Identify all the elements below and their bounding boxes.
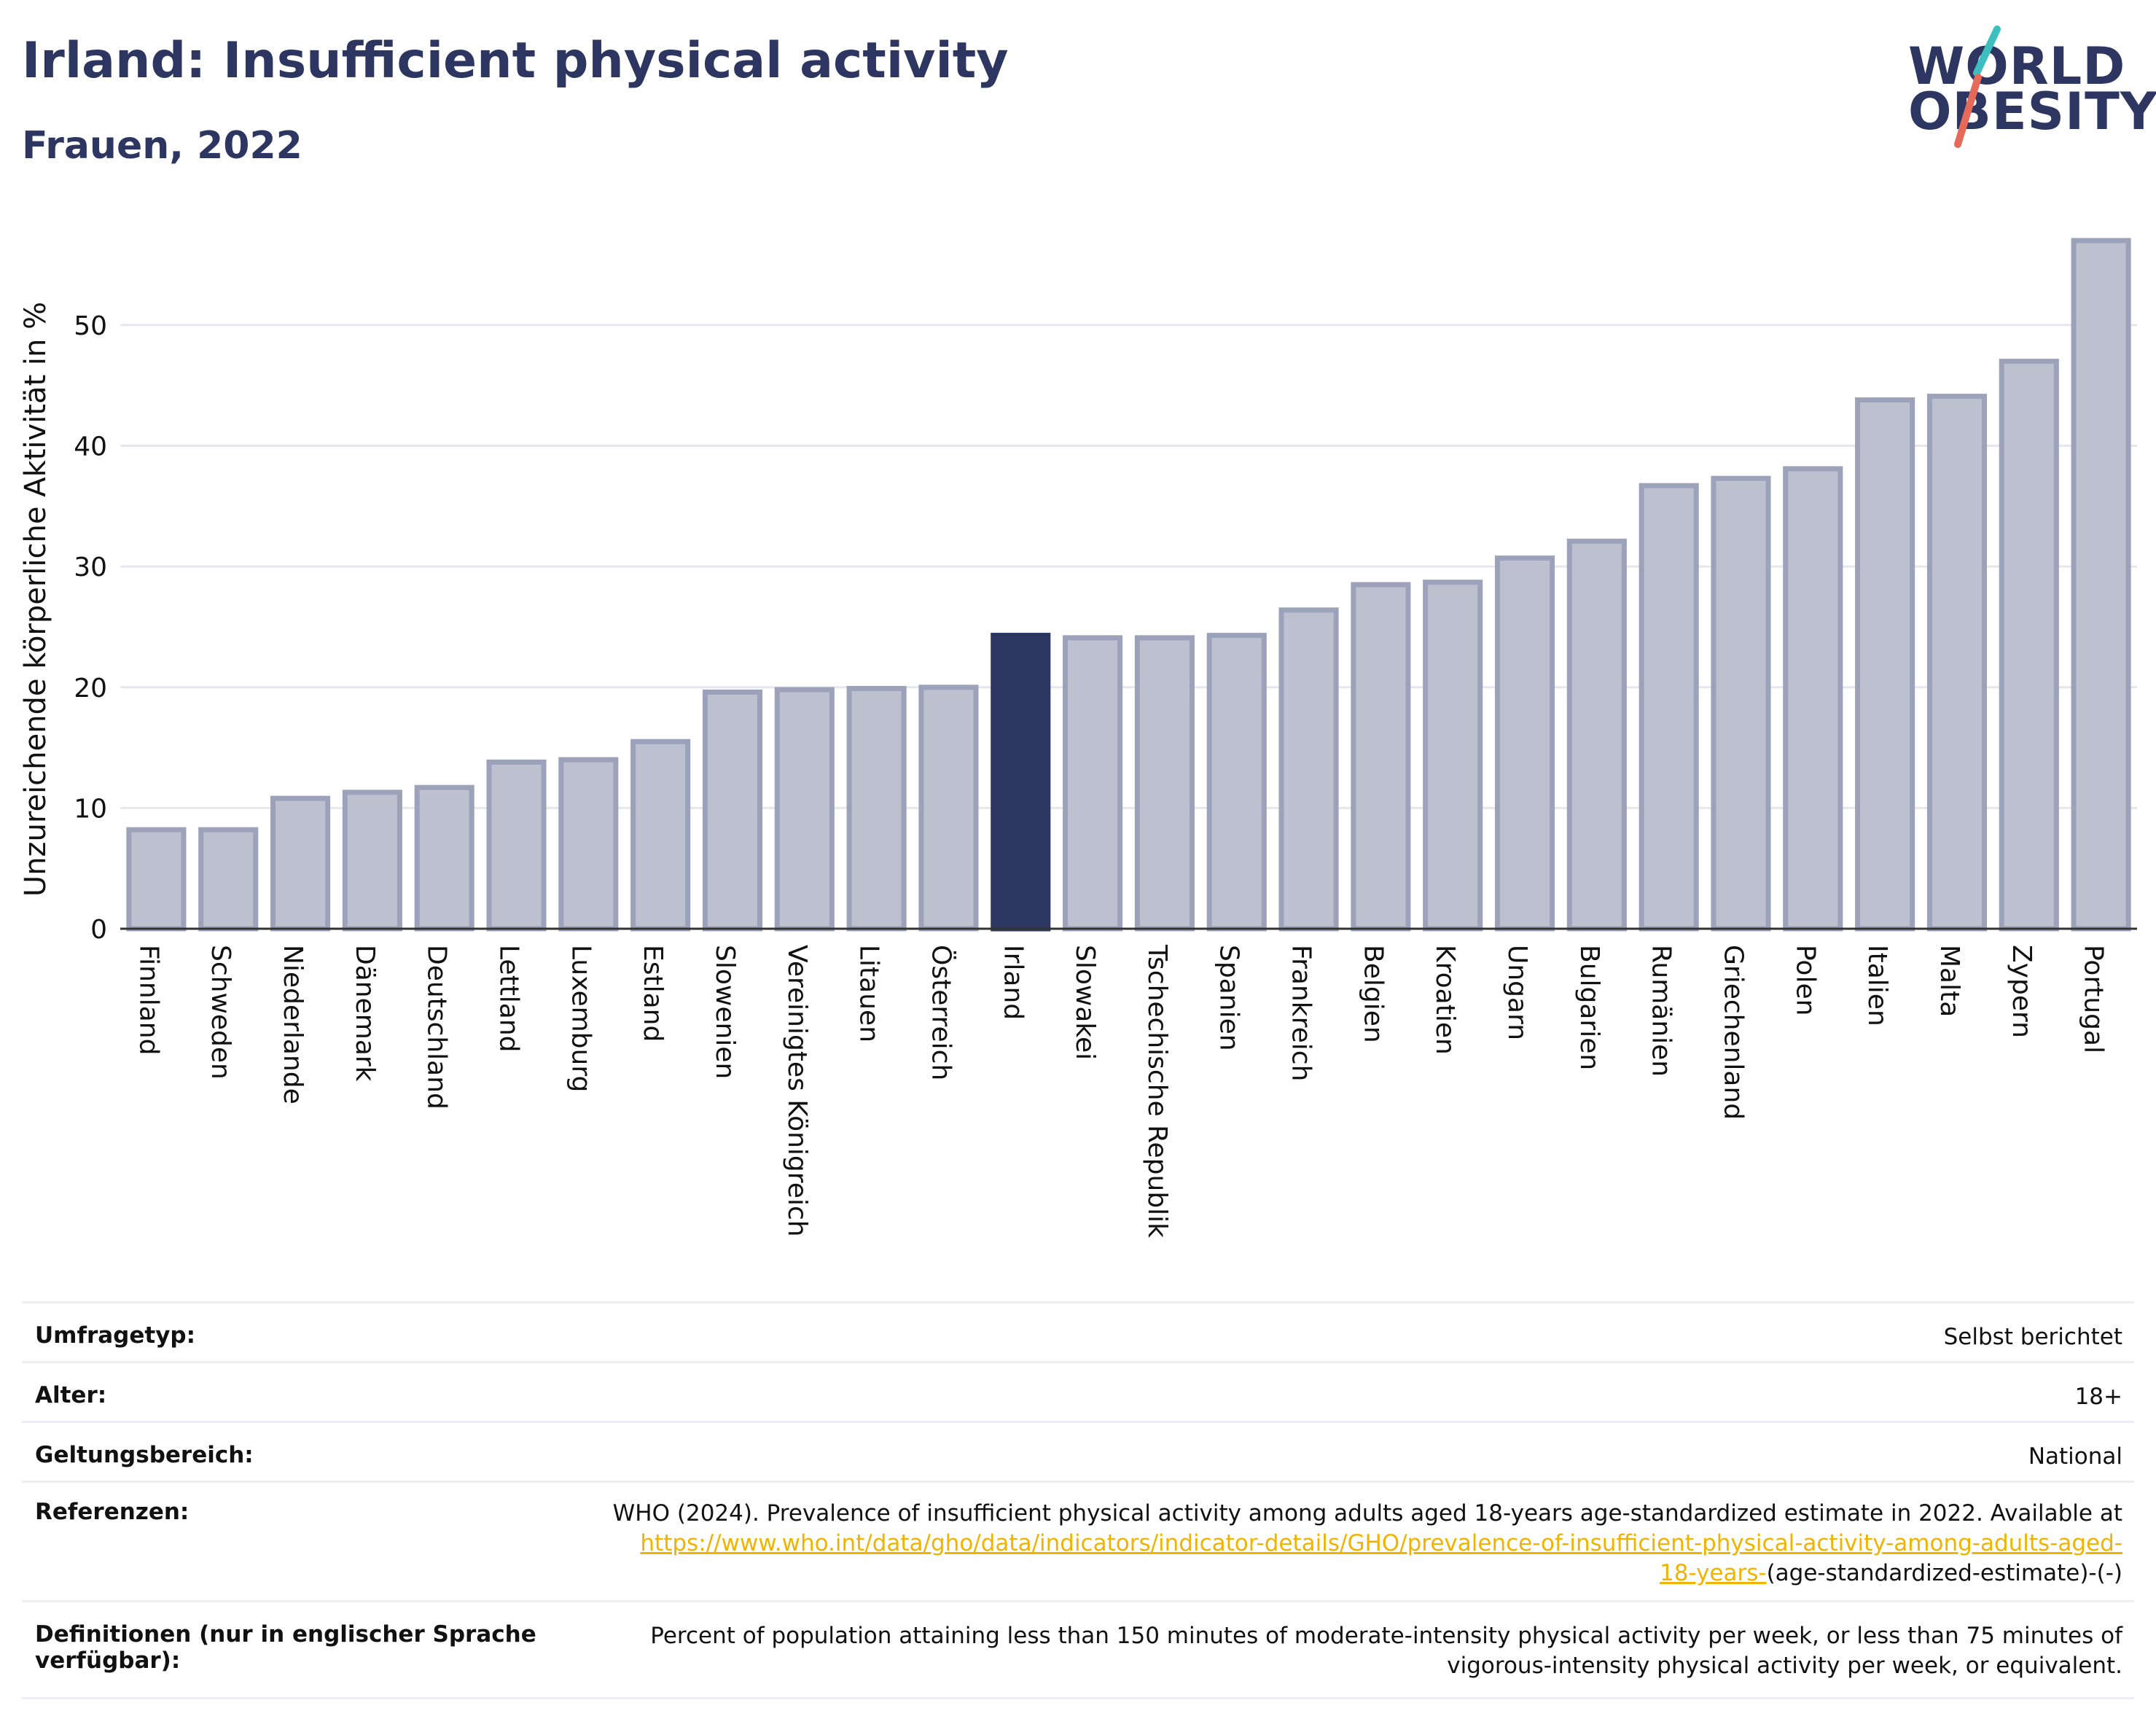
info-value: WHO (2024). Prevalence of insufficient p… — [604, 1482, 2134, 1602]
x-tick-label: Irland — [998, 945, 1028, 1020]
logo-text-world: WORLD — [1908, 36, 2126, 96]
x-tick-label: Bulgarien — [1574, 945, 1604, 1070]
y-tick-label: 10 — [74, 794, 107, 824]
bar-kroatien — [1423, 580, 1483, 932]
bar-spanien — [1206, 633, 1267, 932]
info-row-scope: Geltungsbereich: National — [22, 1422, 2134, 1482]
bar-bulgarien — [1566, 538, 1627, 932]
x-tick-label: Lettland — [494, 945, 524, 1053]
reference-link[interactable]: https://www.who.int/data/gho/data/indica… — [640, 1529, 2122, 1586]
x-tick-label: Luxemburg — [566, 945, 595, 1092]
bar-chart: 0 10 20 30 40 50 Finnland Schweden Niederlande D… — [19, 238, 2137, 1238]
x-tick-label: Finnland — [133, 945, 163, 1055]
x-tick-label: Belgien — [1358, 945, 1388, 1043]
y-tick-label: 30 — [74, 553, 107, 582]
x-tick-label: Italien — [1862, 945, 1892, 1026]
bar-lettland — [486, 759, 547, 932]
info-row-age: Alter: 18+ — [22, 1362, 2134, 1422]
bar-österreich — [918, 685, 979, 932]
x-tick-label: Dänemark — [350, 945, 380, 1082]
chart-subtitle: Frauen, 2022 — [22, 124, 302, 168]
info-value: National — [2028, 1443, 2122, 1470]
x-tick-label: Polen — [1790, 945, 1820, 1015]
info-label: Referenzen: — [35, 1499, 190, 1525]
info-value: Selbst berichtet — [1943, 1324, 2122, 1350]
x-tick-label: Estland — [638, 945, 668, 1042]
bar-malta — [1926, 394, 1987, 932]
bars — [126, 238, 2131, 932]
bar-estland — [630, 738, 691, 932]
y-axis-label: Unzureichende körperliche Aktivität in % — [19, 302, 52, 897]
chart-title: Irland: Insufficient physical activity — [22, 32, 1009, 90]
info-label: Alter: — [35, 1382, 107, 1408]
info-table: Umfragetyp: Selbst berichtet Alter: 18+ … — [22, 1301, 2134, 1699]
x-tick-label: Frankreich — [1286, 945, 1316, 1081]
x-tick-label: Kroatien — [1430, 945, 1460, 1055]
bar-slowakei — [1063, 635, 1123, 932]
bar-litauen — [846, 685, 907, 932]
info-row-survey-type: Umfragetyp: Selbst berichtet — [22, 1302, 2134, 1362]
y-tick-labels: 0 10 20 30 40 50 — [74, 311, 107, 945]
x-tick-label: Niederlande — [278, 945, 308, 1104]
bar-finnland — [126, 827, 187, 932]
bar-portugal — [2071, 238, 2131, 932]
bar-slowenien — [702, 689, 763, 932]
bar-griechenland — [1711, 475, 1771, 932]
info-value: Percent of population attaining less tha… — [650, 1622, 2122, 1679]
bar-niederlande — [270, 795, 331, 932]
reference-text: WHO (2024). Prevalence of insufficient p… — [612, 1500, 2122, 1527]
bar-dänemark — [342, 789, 402, 932]
y-tick-label: 50 — [74, 311, 107, 341]
bar-schweden — [198, 827, 259, 932]
y-tick-label: 40 — [74, 432, 107, 462]
x-tick-label: Österreich — [926, 945, 956, 1080]
x-tick-label: Slowakei — [1070, 945, 1100, 1060]
bar-italien — [1855, 397, 1915, 932]
info-value: 18+ — [2074, 1384, 2122, 1410]
info-row-definitions: Definitionen (nur in englischer Sprache … — [22, 1601, 2134, 1699]
bar-ungarn — [1494, 555, 1555, 932]
bar-tschechische-republik — [1134, 635, 1195, 932]
info-label: Umfragetyp: — [35, 1322, 195, 1349]
x-tick-label: Ungarn — [1502, 945, 1532, 1040]
info-row-references: Referenzen: WHO (2024). Prevalence of in… — [22, 1481, 2134, 1602]
bar-belgien — [1351, 582, 1411, 932]
x-tick-label: Schweden — [206, 945, 235, 1080]
bar-zypern — [1999, 359, 2059, 932]
y-tick-label: 20 — [74, 674, 107, 703]
x-tick-label: Litauen — [854, 945, 884, 1042]
x-tick-label: Tschechische Republik — [1142, 944, 1172, 1238]
x-tick-label: Zypern — [2007, 945, 2036, 1038]
x-tick-label: Malta — [1934, 945, 1964, 1017]
bar-rumänien — [1639, 483, 1699, 932]
x-tick-label: Rumänien — [1647, 945, 1676, 1077]
info-label: Definitionen (nur in englischer Sprache … — [35, 1621, 536, 1674]
y-tick-label: 0 — [90, 915, 107, 945]
info-label: Geltungsbereich: — [35, 1442, 254, 1468]
bar-vereinigtes-königreich — [774, 687, 835, 932]
x-tick-label: Slowenien — [710, 945, 740, 1079]
x-tick-label: Deutschland — [422, 945, 452, 1110]
world-obesity-logo: WORLD OBESITY — [1895, 22, 2156, 153]
x-tick-labels: Finnland Schweden Niederlande Dänemark Deuts… — [133, 944, 2108, 1238]
bar-deutschland — [414, 784, 474, 932]
bar-luxemburg — [558, 757, 619, 932]
bar-frankreich — [1278, 607, 1339, 932]
x-tick-label: Spanien — [1214, 945, 1244, 1051]
bar-polen — [1783, 466, 1843, 932]
x-tick-label: Vereinigtes Königreich — [782, 945, 812, 1237]
bar-irland — [991, 633, 1051, 932]
reference-suffix: (age-standardized-estimate)-(-) — [1766, 1559, 2122, 1586]
x-tick-label: Portugal — [2079, 945, 2109, 1053]
logo-slash-icon — [1954, 26, 2001, 148]
x-tick-label: Griechenland — [1718, 945, 1748, 1120]
logo-text-obesity: OBESITY — [1908, 82, 2156, 141]
